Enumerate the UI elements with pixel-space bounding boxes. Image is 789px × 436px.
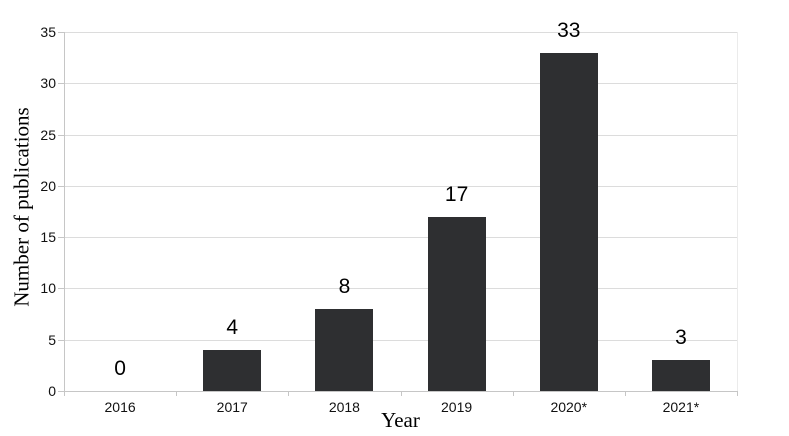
x-tick-label: 2017 bbox=[216, 399, 248, 415]
y-tick-mark bbox=[58, 391, 64, 392]
y-tick-mark bbox=[58, 134, 64, 136]
x-tick-mark bbox=[288, 391, 290, 396]
gridline bbox=[64, 288, 737, 290]
y-tick-mark bbox=[58, 83, 64, 85]
y-tick-mark bbox=[58, 185, 64, 187]
x-tick-label: 2019 bbox=[441, 399, 473, 415]
bar bbox=[539, 52, 598, 391]
x-tick-label: 2016 bbox=[104, 399, 136, 415]
gridline bbox=[64, 32, 737, 33]
y-tick-label: 20 bbox=[40, 177, 56, 194]
plot-right-border bbox=[737, 32, 738, 391]
x-axis-title: Year bbox=[381, 408, 420, 432]
gridline bbox=[64, 339, 737, 341]
bar-value-label: 33 bbox=[557, 18, 581, 42]
bar bbox=[315, 308, 374, 391]
bar-value-label: 4 bbox=[226, 315, 239, 339]
y-tick-mark bbox=[58, 237, 64, 239]
bar bbox=[651, 360, 710, 391]
bar-value-label: 3 bbox=[675, 326, 687, 350]
x-tick-mark bbox=[400, 391, 402, 396]
y-tick-mark bbox=[58, 339, 64, 341]
x-tick-label: 2018 bbox=[328, 399, 360, 415]
x-tick-mark bbox=[176, 391, 178, 396]
y-axis-line bbox=[64, 32, 65, 391]
y-tick-label: 0 bbox=[48, 383, 56, 399]
bar-value-label: 8 bbox=[338, 274, 351, 298]
y-tick-mark bbox=[58, 288, 64, 290]
y-tick-label: 10 bbox=[40, 280, 56, 297]
gridline bbox=[64, 185, 737, 187]
x-tick-mark bbox=[737, 391, 738, 396]
x-tick-label: 2021* bbox=[662, 399, 700, 415]
y-tick-label: 15 bbox=[40, 229, 56, 246]
y-tick-label: 35 bbox=[40, 24, 56, 40]
gridline bbox=[64, 237, 737, 239]
y-tick-label: 5 bbox=[48, 331, 56, 348]
bar bbox=[203, 349, 262, 391]
x-tick-label: 2020* bbox=[550, 399, 588, 415]
y-tick-label: 25 bbox=[40, 126, 56, 143]
gridline bbox=[64, 134, 737, 136]
x-tick-mark bbox=[64, 391, 65, 396]
bar-value-label: 0 bbox=[114, 357, 126, 380]
gridline bbox=[64, 83, 737, 85]
y-tick-label: 30 bbox=[40, 75, 56, 92]
y-tick-mark bbox=[58, 32, 64, 33]
x-tick-mark bbox=[512, 391, 514, 396]
bar-value-label: 17 bbox=[444, 182, 469, 206]
x-tick-mark bbox=[624, 391, 626, 396]
bar bbox=[427, 216, 486, 391]
